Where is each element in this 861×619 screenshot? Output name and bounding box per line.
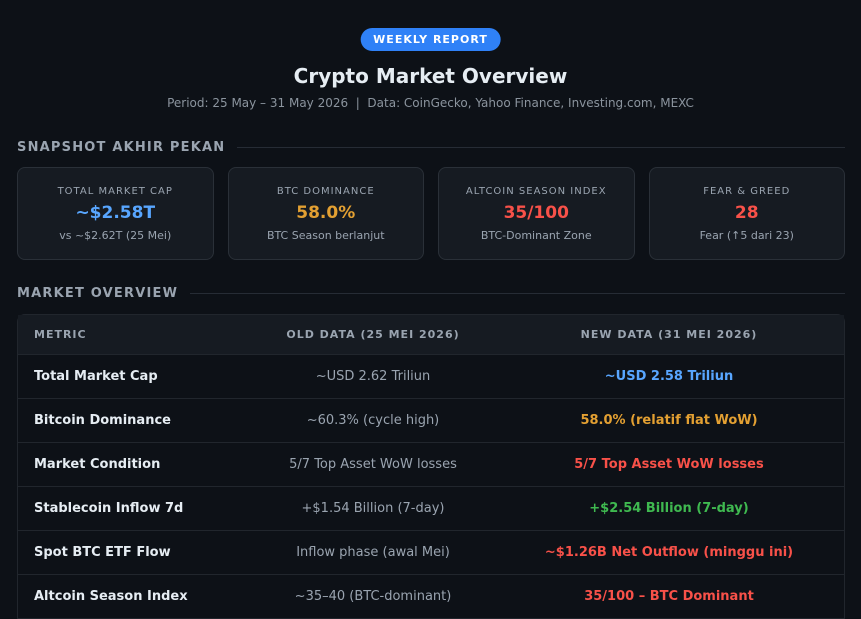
subtitle: Period: 25 May – 31 May 2026 | Data: Coi… [167, 96, 694, 110]
column-header: METRIC [18, 315, 252, 354]
table-row: Bitcoin Dominance ~60.3% (cycle high) 58.0… [18, 398, 844, 442]
card-note: vs ~$2.62T (25 Mei) [59, 229, 172, 242]
table-row: Stablecoin Inflow 7d +$1.54 Billion (7-da… [18, 486, 844, 530]
table-cell: 5/7 Top Asset WoW losses [494, 442, 844, 486]
table-cell: 5/7 Top Asset WoW losses [252, 442, 494, 486]
table-row: Altcoin Season Index ~35–40 (BTC-dominant… [18, 574, 844, 618]
table-cell: ~60.3% (cycle high) [252, 398, 494, 442]
table-cell: ~35–40 (BTC-dominant) [252, 574, 494, 618]
section-header: MARKET OVERVIEW [17, 286, 845, 301]
table-cell: 58.0% (relatif flat WoW) [494, 398, 844, 442]
card-row: TOTAL MARKET CAP ~$2.58T vs ~$2.62T (25 Me… [17, 167, 845, 260]
table-cell: Total Market Cap [18, 354, 252, 398]
table-cell: Stablecoin Inflow 7d [18, 486, 252, 530]
card-label: BTC DOMINANCE [276, 186, 375, 197]
divider [190, 293, 845, 294]
card-label: TOTAL MARKET CAP [57, 186, 173, 197]
table-cell: +$1.54 Billion (7-day) [252, 486, 494, 530]
table-cell: +$2.54 Billion (7-day) [494, 486, 844, 530]
card-value: 28 [734, 203, 759, 223]
table-cell: ~USD 2.58 Triliun [494, 354, 844, 398]
card-note: BTC Season berlanjut [266, 229, 385, 242]
section-title: SNAPSHOT AKHIR PEKAN [17, 140, 226, 155]
table: METRIC OLD DATA (25 MEI 2026) NEW DATA (31… [17, 314, 845, 619]
column-header: NEW DATA (31 MEI 2026) [494, 315, 844, 354]
stat-card: FEAR & GREED 28 Fear (↑5 dari 23) [648, 167, 845, 260]
column-header: OLD DATA (25 MEI 2026) [252, 315, 494, 354]
card-note: Fear (↑5 dari 23) [699, 229, 794, 242]
table-cell: Altcoin Season Index [18, 574, 252, 618]
card-label: ALTCOIN SEASON INDEX [465, 186, 607, 197]
table-cell: Market Condition [18, 442, 252, 486]
stat-card: BTC DOMINANCE 58.0% BTC Season berlanjut [227, 167, 424, 260]
stat-card: ALTCOIN SEASON INDEX 35/100 BTC-Dominant Z… [438, 167, 635, 260]
table-row: Spot BTC ETF Flow Inflow phase (awal Mei)… [18, 530, 844, 574]
divider [237, 147, 845, 148]
table-cell: Inflow phase (awal Mei) [252, 530, 494, 574]
card-value: 58.0% [296, 203, 356, 223]
title: Crypto Market Overview [293, 64, 568, 88]
card-note: BTC-Dominant Zone [480, 229, 592, 242]
table-cell: Spot BTC ETF Flow [18, 530, 252, 574]
card-value: ~$2.58T [75, 203, 156, 223]
table-row: Total Market Cap ~USD 2.62 Triliun ~USD 2.… [18, 354, 844, 398]
stat-card: TOTAL MARKET CAP ~$2.58T vs ~$2.62T (25 Me… [17, 167, 214, 260]
card-label: FEAR & GREED [703, 186, 791, 197]
table-cell: Bitcoin Dominance [18, 398, 252, 442]
section-header: SNAPSHOT AKHIR PEKAN [17, 140, 845, 155]
table-cell: 35/100 – BTC Dominant [494, 574, 844, 618]
card-value: 35/100 [503, 203, 569, 223]
table-row: Market Condition 5/7 Top Asset WoW losses… [18, 442, 844, 486]
table-body: Total Market Cap ~USD 2.62 Triliun ~USD 2.… [18, 354, 844, 618]
badge: WEEKLY REPORT [360, 28, 501, 51]
section-title: MARKET OVERVIEW [17, 286, 179, 301]
table-cell: ~USD 2.62 Triliun [252, 354, 494, 398]
header-row: METRIC OLD DATA (25 MEI 2026) NEW DATA (31… [18, 315, 844, 354]
table-cell: ~$1.26B Net Outflow (minggu ini) [494, 530, 844, 574]
